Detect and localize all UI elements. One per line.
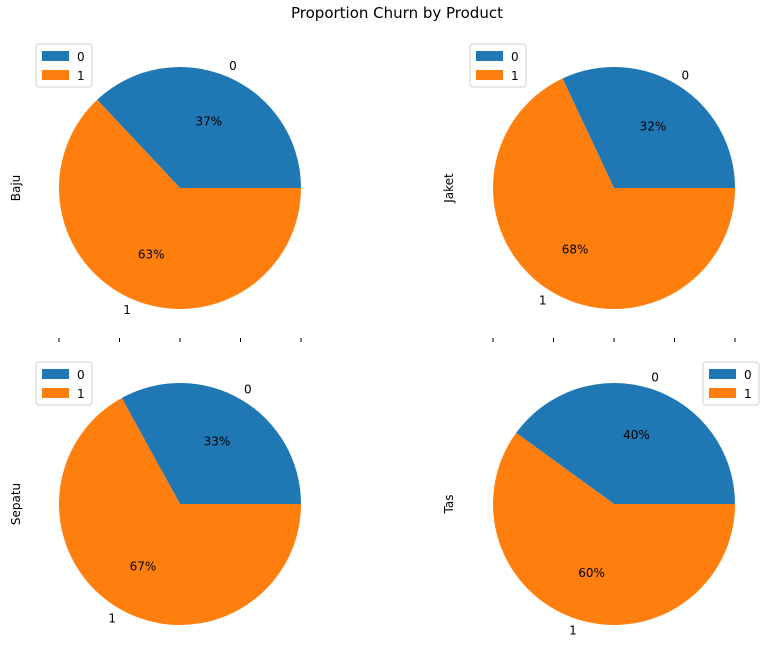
legend-entry-0: 0 bbox=[77, 50, 85, 64]
ylabel-jaket: Jaket bbox=[442, 173, 456, 204]
category-label-baju-1: 1 bbox=[123, 303, 131, 317]
pie-slice-jaket-0 bbox=[562, 67, 735, 188]
ylabel-baju: Baju bbox=[9, 175, 23, 202]
legend-swatch-1 bbox=[476, 70, 503, 80]
ylabel-tas: Tas bbox=[442, 495, 456, 515]
legend-swatch-0 bbox=[476, 51, 503, 61]
legend-tas: 01 bbox=[702, 361, 760, 406]
legend-entry-1: 1 bbox=[77, 69, 85, 83]
legend-entry-1: 1 bbox=[77, 387, 85, 401]
axis-ticks-jaket bbox=[492, 338, 736, 342]
pct-label-baju-0: 37% bbox=[195, 114, 222, 128]
category-label-sepatu-1: 1 bbox=[108, 612, 116, 626]
category-label-sepatu-0: 0 bbox=[244, 382, 252, 396]
pie-slice-tas-0 bbox=[516, 383, 735, 504]
pie-slice-jaket-1 bbox=[492, 78, 735, 310]
legend-entry-1: 1 bbox=[511, 69, 519, 83]
legend-swatch-1 bbox=[42, 388, 69, 398]
category-label-tas-0: 0 bbox=[651, 370, 659, 384]
legend-entry-0: 0 bbox=[744, 368, 752, 382]
category-label-baju-0: 0 bbox=[229, 59, 237, 73]
axis-ticks-baju bbox=[58, 338, 302, 342]
pct-label-tas-1: 60% bbox=[578, 566, 605, 580]
pie-slice-sepatu-1 bbox=[58, 397, 301, 626]
pie-slice-baju-0 bbox=[97, 66, 301, 188]
pct-label-baju-1: 63% bbox=[138, 248, 165, 262]
legend-swatch-1 bbox=[709, 388, 736, 398]
legend-entry-0: 0 bbox=[511, 50, 519, 64]
legend-entry-1: 1 bbox=[744, 387, 752, 401]
legend-swatch-1 bbox=[42, 70, 69, 80]
category-label-tas-1: 1 bbox=[569, 624, 577, 638]
pct-label-sepatu-0: 33% bbox=[204, 435, 231, 449]
pie-slice-baju-1 bbox=[58, 99, 302, 309]
pie-slice-tas-1 bbox=[493, 432, 735, 626]
category-label-jaket-1: 1 bbox=[539, 293, 547, 307]
category-label-jaket-0: 0 bbox=[681, 69, 689, 83]
ylabel-sepatu: Sepatu bbox=[9, 483, 23, 525]
legend-swatch-0 bbox=[42, 51, 69, 61]
pct-label-sepatu-1: 67% bbox=[130, 560, 157, 574]
legend-jaket: 01 bbox=[469, 43, 527, 88]
legend-swatch-0 bbox=[709, 369, 736, 379]
legend-baju: 01 bbox=[35, 43, 93, 88]
legend-sepatu: 01 bbox=[35, 361, 93, 406]
pct-label-jaket-1: 68% bbox=[562, 242, 589, 256]
pct-label-tas-0: 40% bbox=[623, 428, 650, 442]
pct-label-jaket-0: 32% bbox=[640, 120, 667, 134]
legend-entry-0: 0 bbox=[77, 368, 85, 382]
pie-slice-sepatu-0 bbox=[121, 383, 302, 504]
figure-title: Proportion Churn by Product bbox=[291, 4, 503, 22]
legend-swatch-0 bbox=[42, 369, 69, 379]
